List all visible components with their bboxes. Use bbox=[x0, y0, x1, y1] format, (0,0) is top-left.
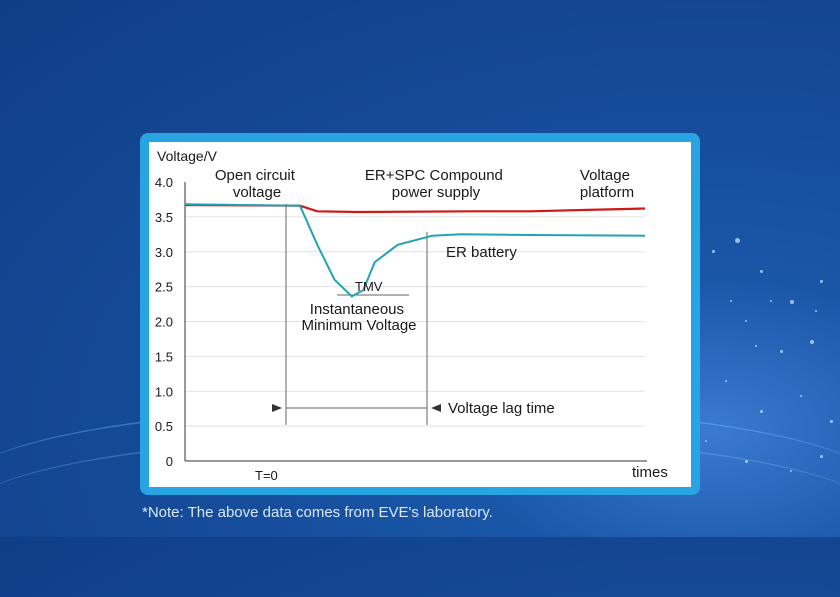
t0-label: T=0 bbox=[255, 468, 278, 483]
sparkle bbox=[780, 350, 783, 353]
compound-label: ER+SPC Compound power supply bbox=[365, 167, 507, 201]
voltage-lag-label: Voltage lag time bbox=[448, 400, 555, 417]
y-tick-label: 1.5 bbox=[155, 349, 173, 364]
open-circuit-label: Open circuit voltage bbox=[215, 167, 299, 201]
y-tick-label: 4.0 bbox=[155, 175, 173, 190]
sparkle bbox=[760, 270, 763, 273]
sparkle bbox=[790, 300, 794, 304]
sparkle bbox=[815, 310, 817, 312]
sparkle bbox=[730, 300, 732, 302]
sparkle bbox=[830, 420, 833, 423]
sparkle bbox=[725, 380, 727, 382]
tmv-label: TMV bbox=[355, 279, 383, 294]
sparkle bbox=[755, 345, 757, 347]
y-tick-label: 2.0 bbox=[155, 315, 173, 330]
er-battery-label: ER battery bbox=[446, 244, 517, 261]
y-tick-label: 3.5 bbox=[155, 210, 173, 225]
sparkle bbox=[820, 455, 823, 458]
lag-arrow-left-head bbox=[272, 404, 282, 412]
series-line-er-battery bbox=[184, 203, 646, 298]
y-axis-label: Voltage/V bbox=[157, 148, 218, 164]
sparkle bbox=[820, 280, 823, 283]
y-tick-label: 0.5 bbox=[155, 419, 173, 434]
sparkle bbox=[770, 300, 772, 302]
sparkle bbox=[745, 460, 748, 463]
x-axis-label: times bbox=[632, 464, 668, 481]
footnote: *Note: The above data comes from EVE's l… bbox=[142, 504, 493, 521]
platform-label: Voltage platform bbox=[580, 167, 634, 201]
series-line-compound bbox=[184, 203, 646, 214]
sparkle bbox=[745, 320, 747, 322]
lag-arrow-right-head bbox=[431, 404, 441, 412]
sparkle bbox=[705, 440, 707, 442]
sparkle bbox=[712, 250, 715, 253]
sparkle bbox=[790, 470, 792, 472]
instantaneous-label: Instantaneous Minimum Voltage bbox=[301, 301, 416, 334]
y-tick-label: 2.5 bbox=[155, 280, 173, 295]
y-tick-label: 0 bbox=[166, 454, 173, 469]
grid bbox=[185, 216, 645, 427]
voltage-chart: 4.0 3.5 3.0 2.5 2.0 1.5 1.0 0.5 0 Voltage/V time… bbox=[155, 148, 668, 483]
y-tick-label: 3.0 bbox=[155, 245, 173, 260]
sparkle bbox=[735, 238, 740, 243]
sparkle bbox=[810, 340, 814, 344]
sparkle bbox=[800, 395, 802, 397]
y-tick-label: 1.0 bbox=[155, 384, 173, 399]
y-tick-labels: 4.0 3.5 3.0 2.5 2.0 1.5 1.0 0.5 0 bbox=[155, 175, 173, 469]
chart-panel: 4.0 3.5 3.0 2.5 2.0 1.5 1.0 0.5 0 Voltage/V time… bbox=[149, 142, 691, 487]
sparkle bbox=[760, 410, 763, 413]
